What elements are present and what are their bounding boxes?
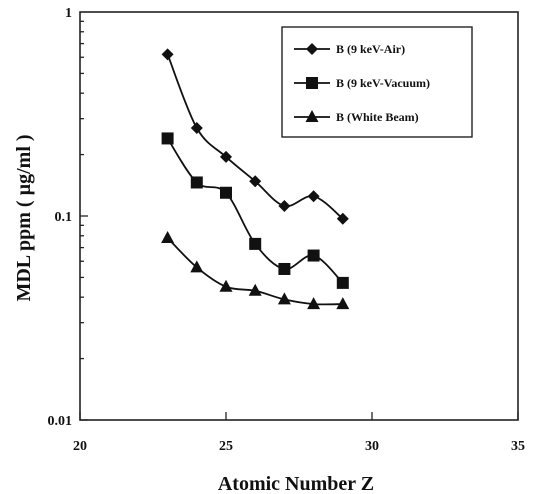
triangle-point bbox=[277, 292, 291, 305]
y-tick-label: 0.01 bbox=[48, 414, 73, 429]
diamond-point bbox=[190, 122, 203, 135]
square-point bbox=[220, 186, 232, 199]
series-group bbox=[161, 48, 350, 310]
diamond-point bbox=[220, 150, 232, 163]
legend-label: B (9 keV-Air) bbox=[336, 42, 405, 56]
square-point bbox=[249, 237, 262, 250]
ticks-group bbox=[79, 20, 519, 421]
legend-item: B (White Beam) bbox=[294, 110, 419, 124]
tick-labels-group: 0.01 0.1 1 20 25 30 35 bbox=[48, 6, 526, 454]
square-point bbox=[336, 276, 349, 289]
legend-label: B (White Beam) bbox=[336, 110, 419, 124]
diamond-point bbox=[278, 199, 291, 212]
legend-label: B (9 keV-Vacuum) bbox=[336, 76, 430, 90]
diamond-point bbox=[336, 212, 349, 225]
series-1 bbox=[161, 48, 349, 225]
diamond-point bbox=[307, 190, 320, 203]
legend-triangle-icon bbox=[305, 110, 319, 122]
legend-square-icon bbox=[306, 77, 318, 89]
triangle-point bbox=[190, 260, 204, 273]
y-axis-title: MDL ppm ( µg/ml ) bbox=[13, 134, 35, 301]
triangle-point bbox=[307, 297, 321, 310]
series-2 bbox=[161, 132, 349, 289]
series-3 bbox=[161, 231, 350, 310]
square-point bbox=[278, 262, 291, 275]
y-tick-label: 1 bbox=[65, 6, 72, 21]
square-point bbox=[161, 132, 174, 145]
x-tick-label: 20 bbox=[73, 439, 87, 454]
x-tick-label: 35 bbox=[511, 439, 525, 454]
x-tick-label: 30 bbox=[365, 439, 379, 454]
x-tick-label: 25 bbox=[219, 439, 233, 454]
legend: B (9 keV-Air) B (9 keV-Vacuum) B (White Be… bbox=[281, 26, 473, 138]
diamond-point bbox=[161, 48, 174, 61]
legend-diamond-icon bbox=[306, 43, 318, 55]
square-point bbox=[190, 176, 203, 189]
x-axis-title: Atomic Number Z bbox=[218, 473, 374, 494]
triangle-point bbox=[161, 231, 175, 244]
diamond-point bbox=[249, 175, 262, 188]
triangle-point bbox=[219, 279, 233, 292]
legend-item: B (9 keV-Vacuum) bbox=[294, 76, 430, 90]
square-point bbox=[307, 249, 320, 262]
triangle-point bbox=[248, 283, 262, 296]
triangle-point bbox=[336, 297, 350, 310]
legend-item: B (9 keV-Air) bbox=[294, 42, 405, 56]
y-tick-label: 0.1 bbox=[55, 210, 73, 225]
